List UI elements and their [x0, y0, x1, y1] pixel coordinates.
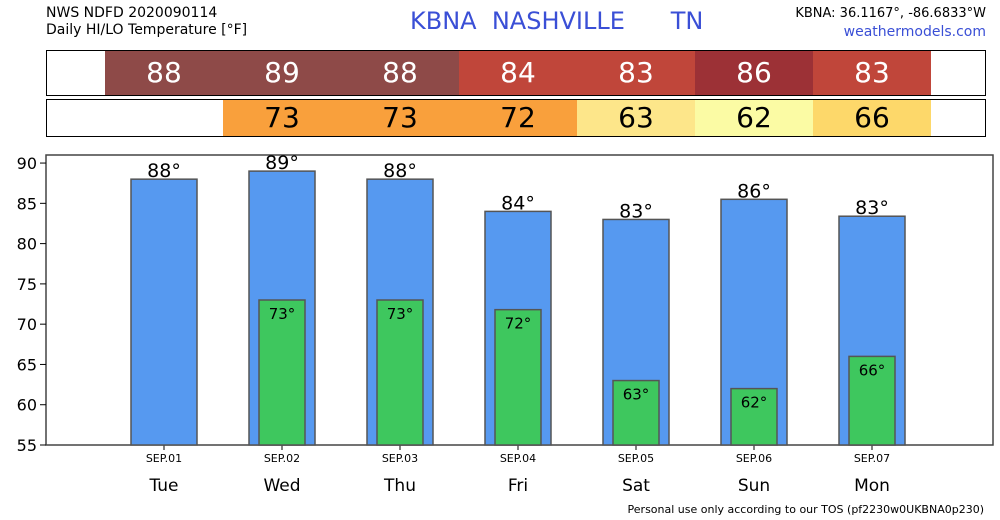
high-temp-label: 86°: [737, 180, 771, 202]
x-date-label: SEP.04: [500, 452, 536, 465]
x-date-label: SEP.02: [264, 452, 300, 465]
high-temp-cell: 86: [695, 51, 813, 95]
low-temp-strip: 73 73 72 63 62 66: [46, 99, 986, 137]
high-temp-cell: 88: [105, 51, 223, 95]
y-tick-label: 90: [17, 154, 37, 173]
station-code: KBNA: [410, 7, 477, 35]
y-tick-label: 60: [17, 396, 37, 415]
high-temp-cell: 83: [577, 51, 695, 95]
high-temp-label: 84°: [501, 192, 535, 214]
station-state: TN: [670, 7, 704, 35]
x-day-label: Sun: [738, 476, 770, 496]
product-variable-label: Daily HI/LO Temperature [°F]: [46, 22, 248, 38]
low-temp-cell: 73: [223, 100, 341, 136]
station-title: KBNA NASHVILLE TN: [410, 7, 703, 35]
station-city: NASHVILLE: [491, 7, 625, 35]
low-temp-bar: [494, 308, 542, 446]
y-tick-label: 80: [17, 235, 37, 254]
x-day-label: Tue: [148, 476, 178, 496]
low-temp-label: 62°: [741, 394, 768, 412]
temperature-chart: 55 60 65 70 75 80 85 90 SEP.01 Tue 88° SEP.02 Wed 89°…: [17, 152, 994, 496]
high-temp-strip: 88 89 88 84 83 86 83: [46, 50, 986, 96]
x-day-label: Sat: [622, 476, 650, 496]
high-temp-cell: 89: [223, 51, 341, 95]
low-temp-bar: [258, 299, 306, 446]
low-temp-bar: [730, 387, 778, 446]
low-temp-bar: [376, 299, 424, 446]
high-temp-cell: 88: [341, 51, 459, 95]
x-day-label: Thu: [383, 476, 416, 496]
x-date-label: SEP.07: [854, 452, 890, 465]
high-temp-cell: 84: [459, 51, 577, 95]
high-temp-label: 88°: [383, 160, 417, 182]
high-temp-label: 88°: [147, 160, 181, 182]
low-temp-bar: [612, 379, 660, 446]
low-temp-label: 63°: [623, 386, 650, 404]
low-temp-cell: 62: [695, 100, 813, 136]
station-info: KBNA: 36.1167°, -86.6833°W weathermodels…: [795, 5, 986, 41]
y-tick-label: 85: [17, 194, 37, 213]
high-temp-bar: [130, 178, 198, 446]
y-tick-label: 70: [17, 315, 37, 334]
low-temp-label: 73°: [269, 305, 296, 323]
x-day-label: Mon: [854, 476, 890, 496]
x-date-label: SEP.01: [146, 452, 182, 465]
high-temp-label: 83°: [855, 197, 889, 219]
high-temp-label: 83°: [619, 200, 653, 222]
x-day-label: Fri: [508, 476, 528, 496]
x-date-label: SEP.06: [736, 452, 772, 465]
low-temp-cell: 73: [341, 100, 459, 136]
low-temp-bar: [848, 355, 896, 446]
product-header: NWS NDFD 2020090114 Daily HI/LO Temperat…: [46, 5, 247, 39]
x-date-label: SEP.05: [618, 452, 654, 465]
x-date-label: SEP.03: [382, 452, 418, 465]
low-temp-label: 72°: [505, 315, 532, 333]
x-day-label: Wed: [263, 476, 300, 496]
y-tick-label: 75: [17, 275, 37, 294]
site-link[interactable]: weathermodels.com: [843, 24, 986, 40]
y-tick-label: 55: [17, 436, 37, 455]
low-temp-cell: 66: [813, 100, 931, 136]
footer-note: Personal use only according to our TOS (…: [627, 503, 984, 516]
low-temp-label: 66°: [859, 361, 886, 379]
station-coords: KBNA: 36.1167°, -86.6833°W: [795, 6, 986, 21]
high-temp-label: 89°: [265, 152, 299, 174]
low-temp-cell: [105, 100, 223, 136]
y-tick-label: 65: [17, 355, 37, 374]
low-temp-label: 73°: [387, 305, 414, 323]
low-temp-cell: 72: [459, 100, 577, 136]
low-temp-cell: 63: [577, 100, 695, 136]
product-run-label: NWS NDFD 2020090114: [46, 5, 218, 21]
high-temp-cell: 83: [813, 51, 931, 95]
